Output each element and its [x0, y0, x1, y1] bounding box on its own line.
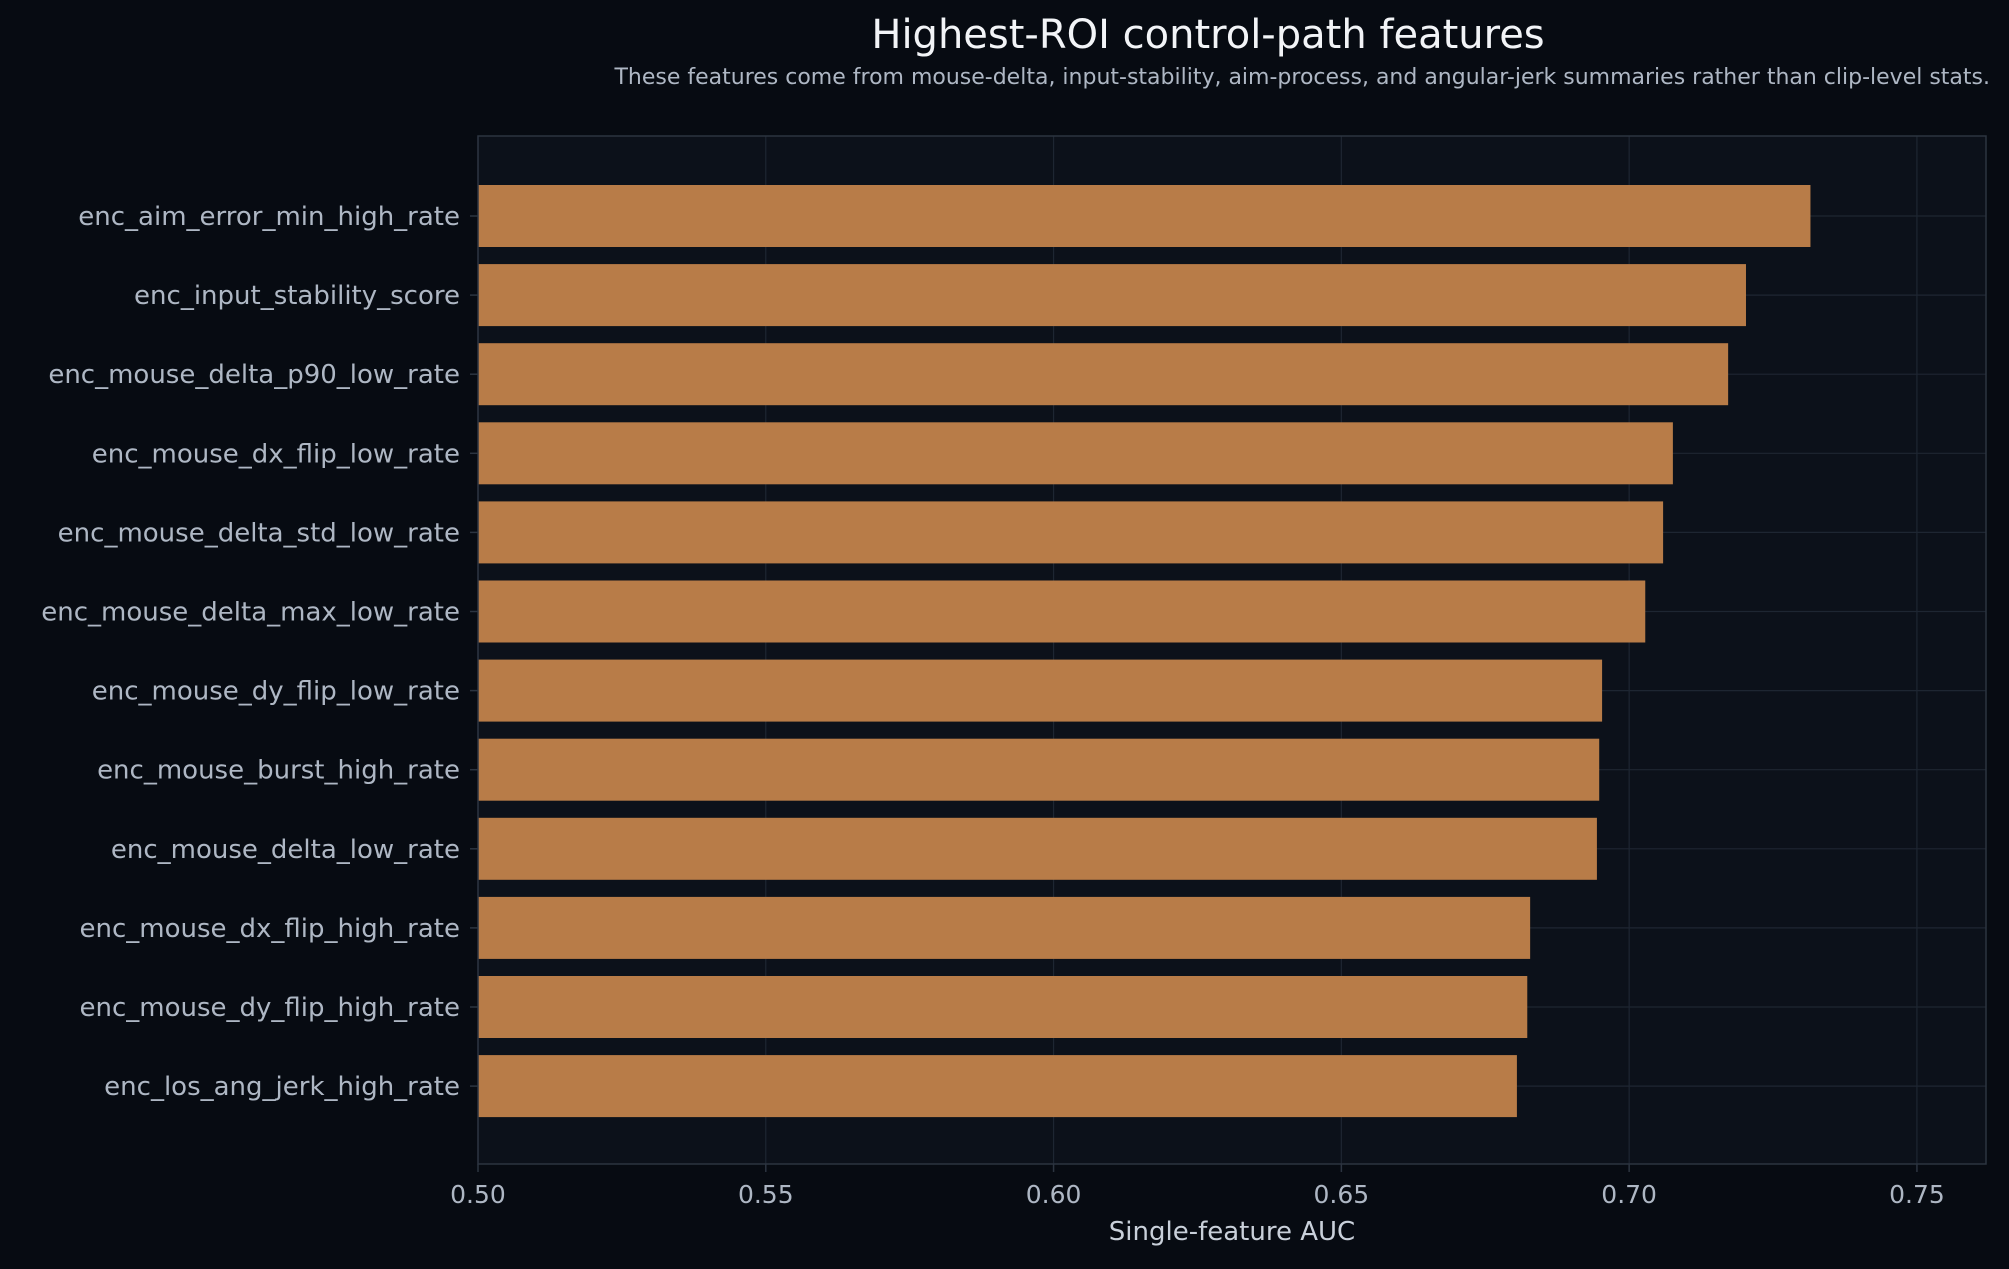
bar-enc_mouse_delta_std_low_rate — [478, 501, 1664, 564]
y-tick-label: enc_aim_error_min_high_rate — [78, 202, 460, 232]
bar-enc_mouse_burst_high_rate — [478, 738, 1600, 801]
y-tick-label: enc_input_stability_score — [134, 281, 460, 311]
x-tick-label: 0.65 — [1314, 1180, 1370, 1209]
y-tick-label: enc_mouse_delta_std_low_rate — [58, 518, 460, 548]
x-tick-label: 0.75 — [1889, 1180, 1945, 1209]
x-axis-label: Single-feature AUC — [1109, 1217, 1355, 1247]
bar-enc_aim_error_min_high_rate — [478, 185, 1811, 247]
bar-enc_mouse_delta_max_low_rate — [478, 580, 1646, 643]
bar-enc_input_stability_score — [478, 264, 1746, 327]
chart-title: Highest-ROI control-path features — [871, 12, 1544, 58]
bars — [478, 185, 1811, 1118]
x-tick-label: 0.50 — [450, 1180, 506, 1209]
bar-enc_mouse_delta_p90_low_rate — [478, 343, 1729, 406]
bar-enc_mouse_dx_flip_high_rate — [478, 896, 1531, 959]
y-tick-label: enc_mouse_dx_flip_low_rate — [92, 439, 460, 469]
y-tick-label: enc_mouse_delta_p90_low_rate — [48, 360, 460, 390]
y-tick-label: enc_mouse_burst_high_rate — [97, 756, 460, 786]
x-tick-label: 0.55 — [738, 1180, 794, 1209]
plot-frame — [477, 135, 1987, 1165]
y-tick-label: enc_mouse_delta_max_low_rate — [41, 598, 460, 628]
y-tick-labels: enc_aim_error_min_high_rate enc_input_sta… — [41, 202, 478, 1102]
bar-enc_mouse_delta_low_rate — [478, 817, 1597, 880]
chart-subtitle: These features come from mouse-delta, in… — [613, 65, 1990, 90]
bar-enc_los_ang_jerk_high_rate — [478, 1055, 1517, 1118]
bar-enc_mouse_dy_flip_high_rate — [478, 976, 1528, 1038]
y-tick-label: enc_los_ang_jerk_high_rate — [104, 1072, 460, 1102]
y-tick-label: enc_mouse_dy_flip_high_rate — [79, 993, 460, 1023]
y-tick-label: enc_mouse_dx_flip_high_rate — [79, 914, 460, 944]
x-tick-label: 0.60 — [1026, 1180, 1082, 1209]
y-tick-label: enc_mouse_delta_low_rate — [111, 835, 460, 865]
bar-enc_mouse_dx_flip_low_rate — [478, 422, 1673, 485]
x-tick-label: 0.70 — [1601, 1180, 1657, 1209]
y-tick-label: enc_mouse_dy_flip_low_rate — [92, 677, 460, 707]
bar-enc_mouse_dy_flip_low_rate — [478, 659, 1603, 722]
x-tick-labels: 0.50 0.55 0.60 0.65 0.70 0.75 — [450, 1164, 1945, 1209]
